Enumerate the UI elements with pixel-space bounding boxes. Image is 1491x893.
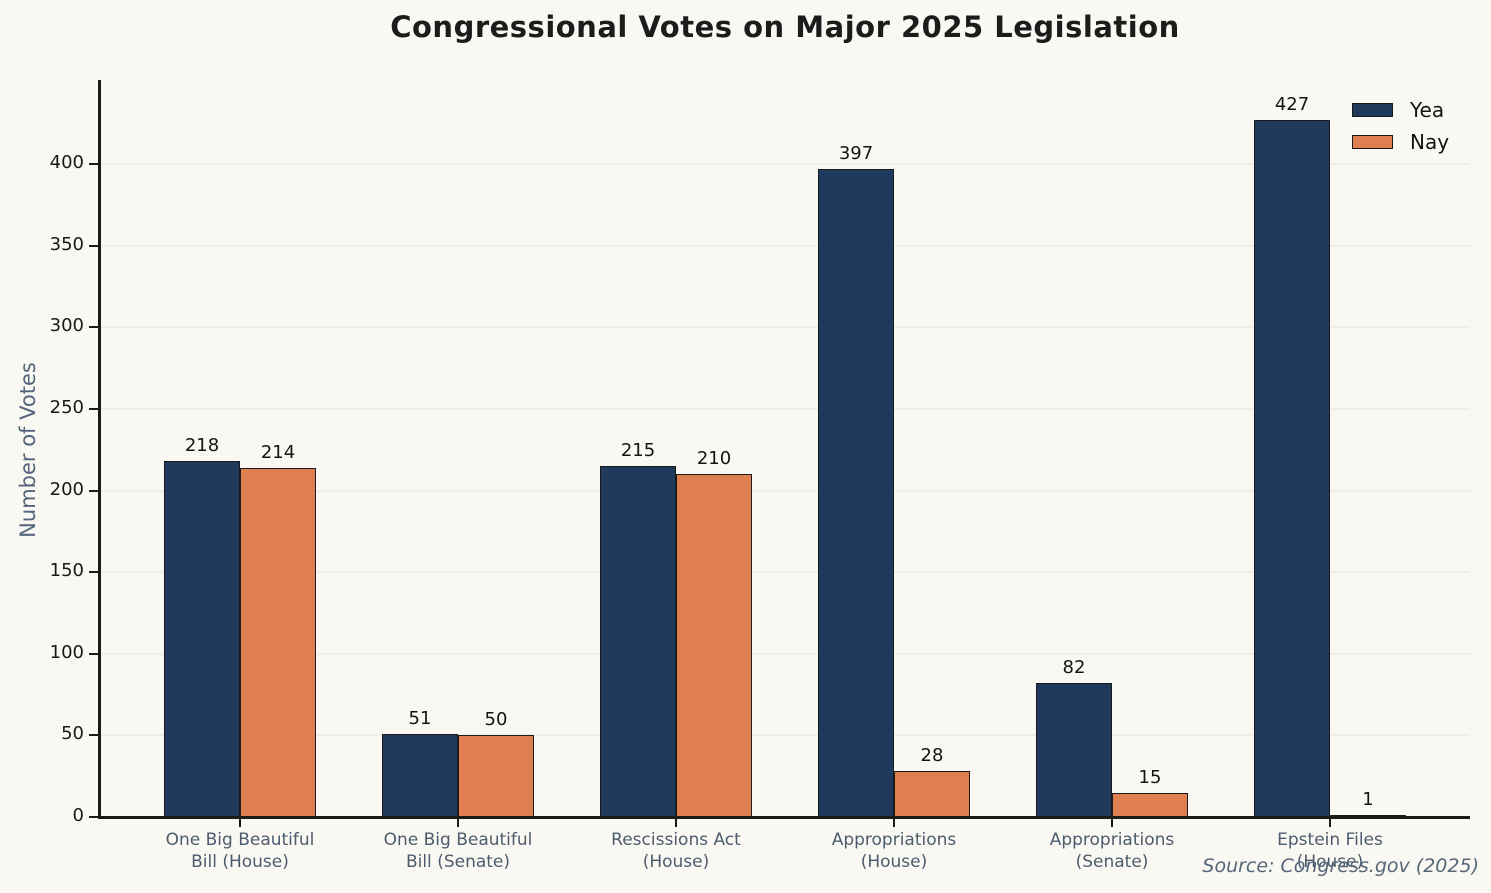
bar-nay-3	[894, 771, 970, 817]
y-tick-label: 0	[72, 805, 84, 826]
bar-value-nay-1: 50	[484, 709, 508, 730]
y-tick-label: 300	[49, 315, 84, 337]
x-tick-label-2: Rescissions Act (House)	[556, 829, 796, 873]
chart-title: Congressional Votes on Major 2025 Legisl…	[390, 10, 1180, 44]
x-tick-label-line: One Big Beautiful	[165, 830, 315, 850]
y-tick-200	[89, 489, 98, 492]
y-tick-50	[89, 734, 98, 737]
bar-value-nay-2: 210	[696, 448, 732, 469]
y-tick-label: 400	[49, 152, 84, 173]
x-tick-label-line: Epstein Files	[1277, 830, 1383, 850]
source-attribution: Source: Congress.gov (2025)	[1202, 855, 1479, 877]
legend-item-yea: Yea	[1352, 98, 1449, 122]
y-tick-label: 350	[49, 233, 84, 255]
x-tick-label-0: One Big Beautiful Bill (House)	[120, 829, 360, 873]
x-axis-spine	[98, 816, 1470, 819]
x-tick-label-line: (House)	[642, 852, 710, 872]
bar-value-yea-2: 215	[620, 440, 656, 461]
bar-yea-3	[818, 169, 894, 817]
y-tick-100	[89, 652, 98, 655]
x-tick-0	[239, 819, 241, 827]
bar-yea-5	[1254, 120, 1330, 817]
x-tick-3	[893, 819, 895, 827]
bar-value-yea-1: 51	[408, 708, 432, 729]
x-tick-5	[1329, 819, 1331, 827]
legend: Yea Nay	[1352, 98, 1450, 163]
bar-yea-2	[600, 466, 676, 817]
x-tick-label-line: Appropriations	[1049, 830, 1175, 850]
bar-yea-4	[1036, 683, 1112, 817]
x-tick-label-4: Appropriations (Senate)	[992, 829, 1232, 873]
y-tick-label: 50	[61, 723, 84, 745]
gridline-400	[101, 163, 1470, 165]
x-tick-2	[675, 819, 677, 827]
gridline-350	[101, 244, 1470, 247]
gridline-150	[101, 571, 1470, 574]
bar-value-yea-3: 397	[838, 143, 874, 164]
gridline-100	[101, 652, 1470, 655]
bar-value-yea-4: 82	[1062, 657, 1086, 678]
yea-color-swatch	[1352, 103, 1393, 117]
y-tick-0	[89, 816, 98, 818]
x-tick-label-line: Rescissions Act	[611, 830, 741, 850]
y-tick-label: 100	[49, 641, 84, 663]
gridline-300	[101, 326, 1470, 329]
x-tick-label-3: Appropriations (House)	[774, 829, 1014, 873]
bar-yea-0	[164, 461, 240, 817]
bar-value-yea-5: 427	[1274, 94, 1310, 115]
legend-item-nay: Nay	[1352, 130, 1450, 154]
gridline-50	[101, 734, 1470, 737]
y-tick-350	[89, 244, 98, 247]
y-tick-label: 200	[49, 478, 84, 500]
y-tick-label: 250	[49, 396, 84, 418]
bar-value-yea-0: 218	[184, 435, 220, 456]
nay-color-swatch	[1352, 135, 1393, 149]
y-tick-300	[89, 326, 98, 329]
legend-label-yea: Yea	[1410, 98, 1445, 122]
x-tick-label-5: Epstein Files (House)	[1210, 829, 1450, 873]
legend-label-nay: Nay	[1410, 130, 1450, 154]
bar-value-nay-5: 1	[1362, 789, 1374, 810]
x-tick-1	[457, 819, 459, 827]
gridline-250	[101, 407, 1470, 410]
y-tick-label: 150	[49, 560, 84, 582]
bar-value-nay-3: 28	[920, 745, 944, 766]
gridline-200	[101, 489, 1470, 492]
y-axis-spine	[98, 80, 101, 819]
y-tick-250	[89, 407, 98, 410]
bar-nay-0	[240, 468, 316, 817]
y-axis-title: Number of Votes	[16, 362, 40, 538]
bar-yea-1	[382, 734, 458, 817]
bar-nay-2	[676, 474, 752, 817]
x-tick-label-line: One Big Beautiful	[383, 830, 533, 850]
x-tick-label-line: Bill (House)	[191, 852, 289, 872]
bar-value-nay-4: 15	[1138, 767, 1162, 788]
x-tick-label-line: (Senate)	[1075, 852, 1149, 872]
bar-value-nay-0: 214	[260, 442, 296, 463]
x-tick-label-line: Appropriations	[831, 830, 957, 850]
x-tick-label-line: Bill (Senate)	[405, 852, 511, 872]
x-tick-label-line: (House)	[860, 852, 928, 872]
bar-nay-4	[1112, 793, 1188, 817]
y-tick-400	[89, 163, 98, 165]
x-tick-4	[1111, 819, 1113, 827]
y-tick-150	[89, 571, 98, 574]
x-tick-label-1: One Big Beautiful Bill (Senate)	[338, 829, 578, 873]
bar-nay-1	[458, 735, 534, 817]
x-tick-label-line: (House)	[1296, 852, 1364, 872]
